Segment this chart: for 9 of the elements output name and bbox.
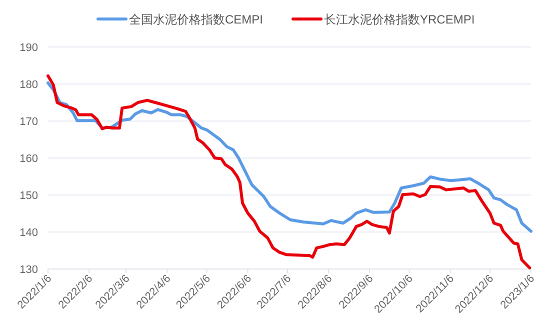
y-tick-label: 190: [20, 42, 38, 54]
legend-label: 全国水泥价格指数CEMPI: [129, 12, 264, 26]
y-tick-label: 180: [20, 79, 38, 91]
y-tick-label: 170: [20, 116, 38, 128]
y-tick-label: 130: [20, 264, 38, 276]
y-tick-label: 150: [20, 190, 38, 202]
legend-label: 长江水泥价格指数YRCEMPI: [324, 12, 475, 26]
y-tick-label: 140: [20, 227, 38, 239]
y-tick-label: 160: [20, 153, 38, 165]
